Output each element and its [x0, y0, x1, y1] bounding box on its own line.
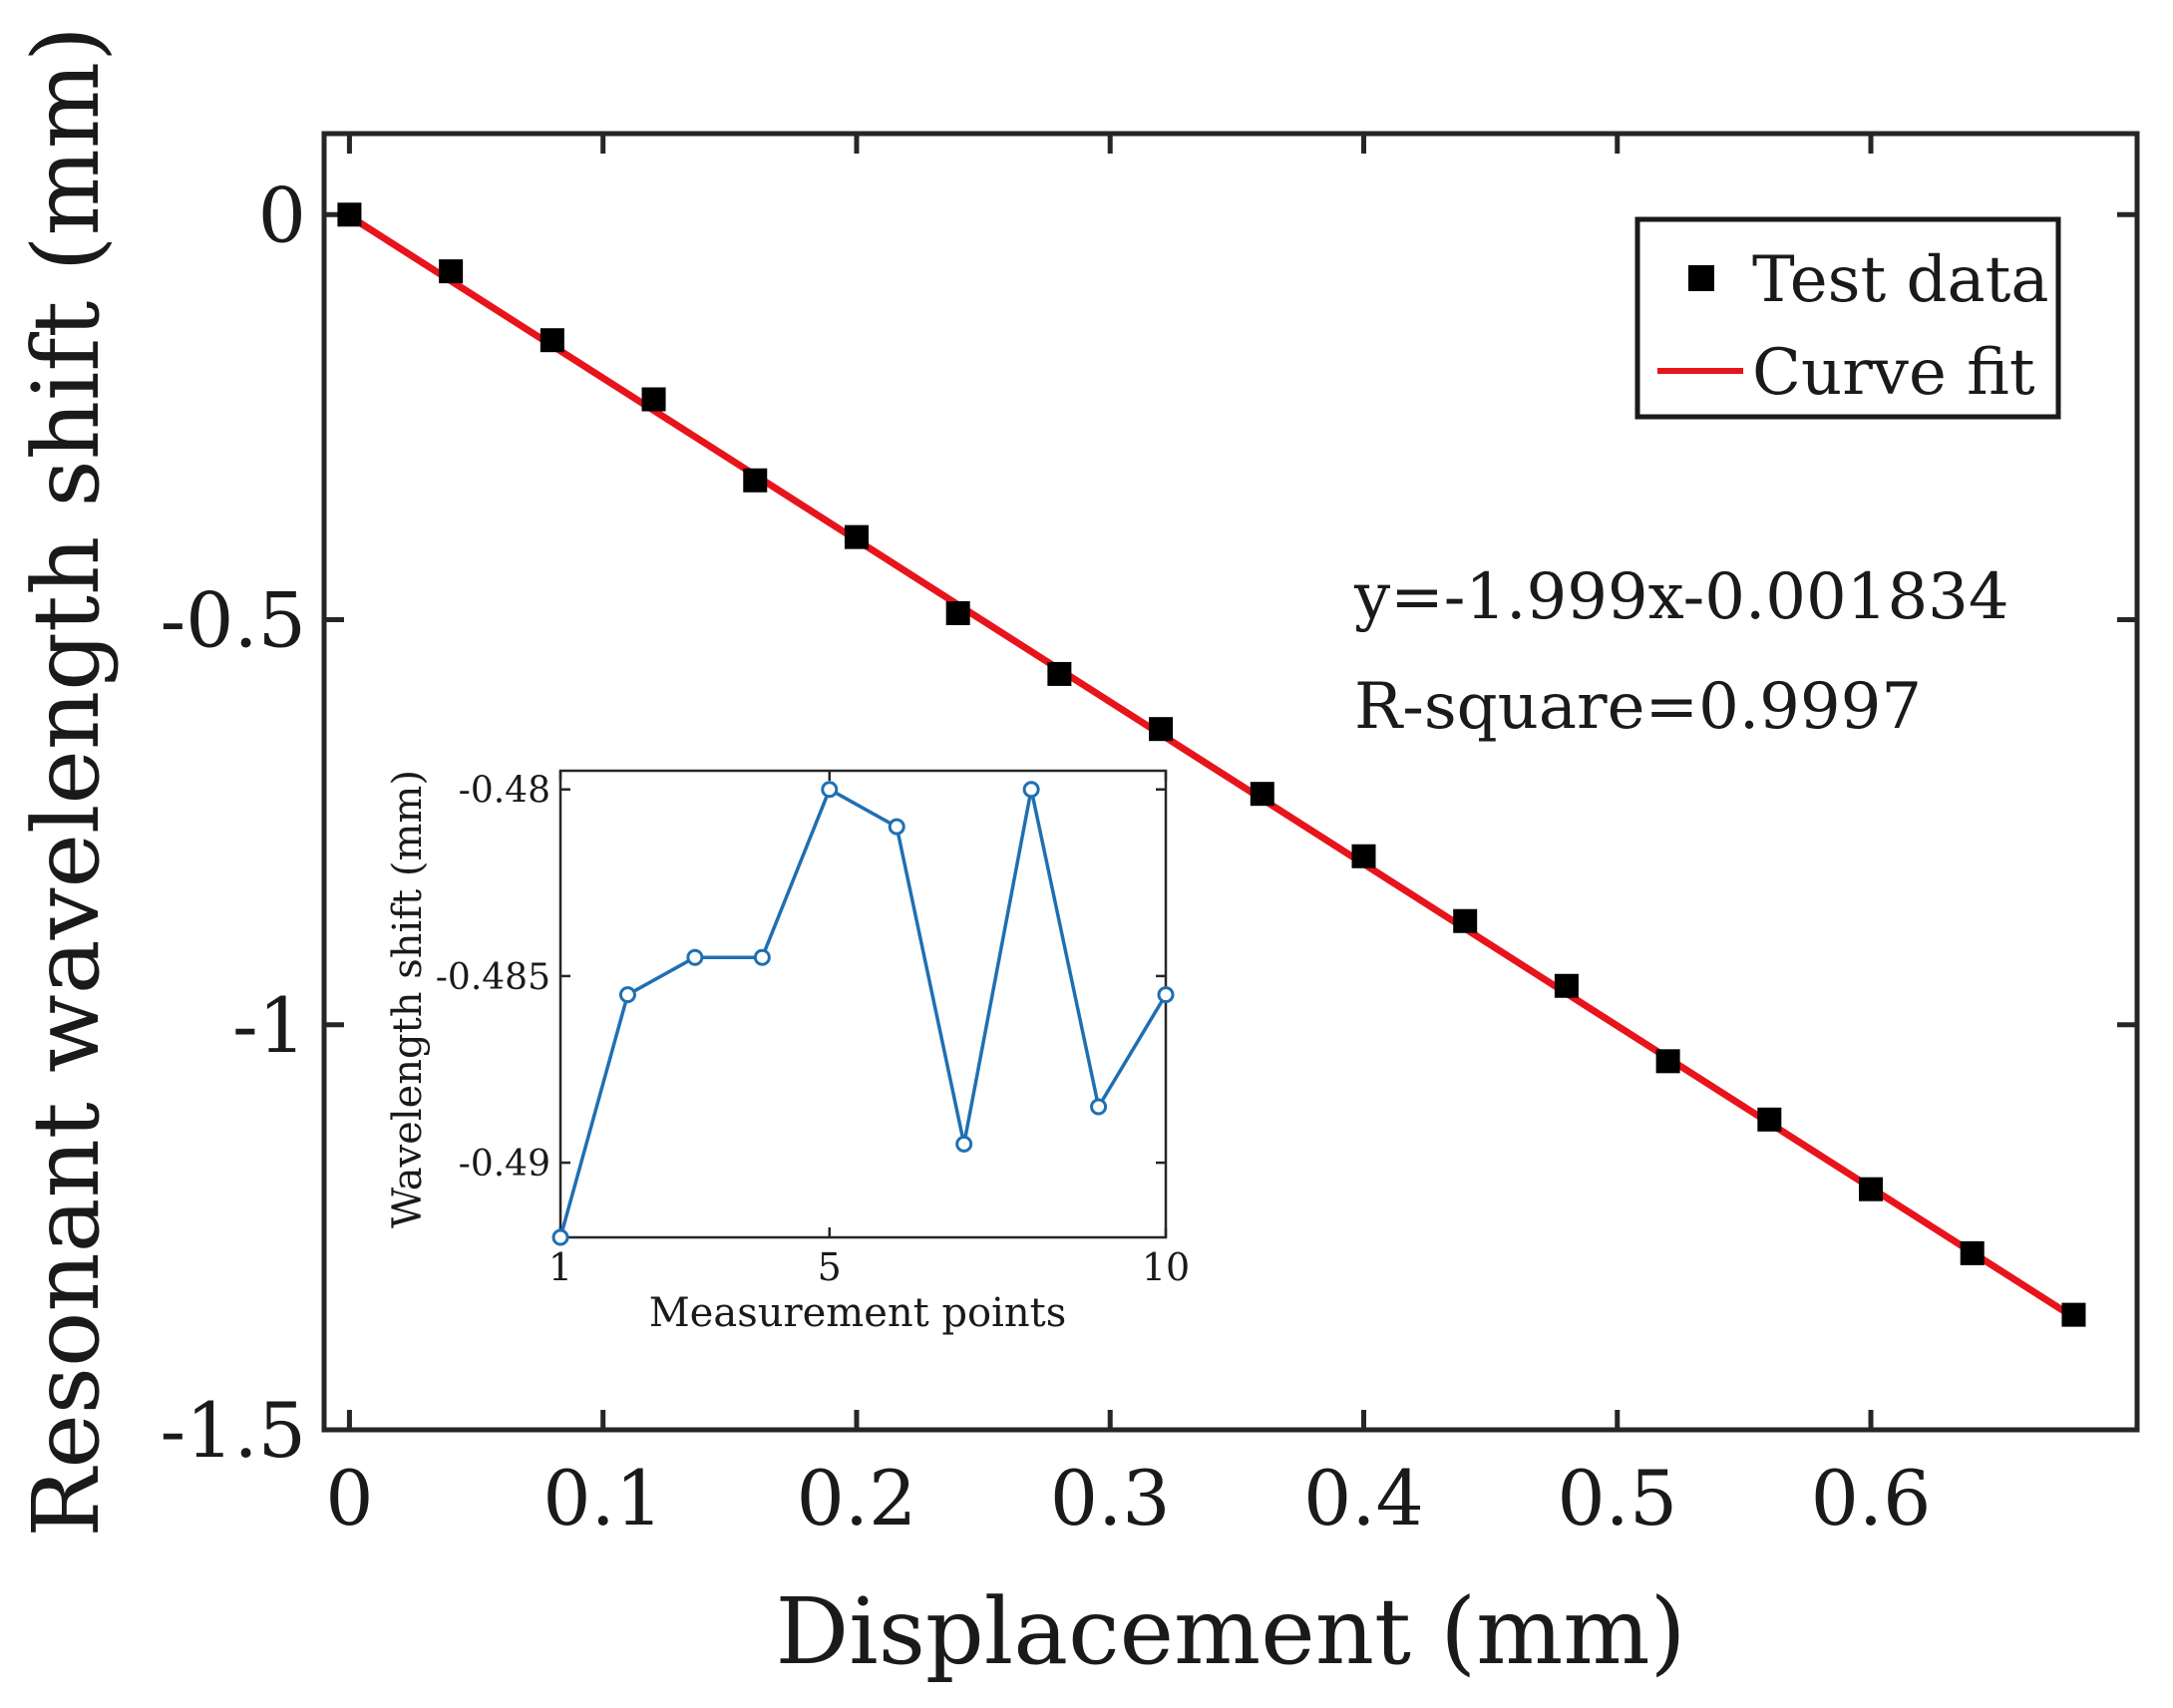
- inset-data-point: [686, 948, 704, 966]
- inset-x-tick-label: 5: [818, 1245, 842, 1289]
- test-data-point: [1655, 1049, 1680, 1074]
- inset-axes-frame: [558, 769, 1168, 1239]
- inset-data-point: [888, 818, 905, 836]
- inset-plot: 1 5 10 -0.48 -0.485 -0.49 Measurement points…: [385, 769, 1190, 1336]
- inset-y-tick-label: -0.48: [459, 771, 550, 812]
- main-x-tick-label: 0.2: [797, 1454, 917, 1542]
- test-data-point: [844, 524, 869, 549]
- inset-data-point: [1090, 1098, 1108, 1116]
- x-axis-label: Displacement (mm): [776, 1578, 1686, 1685]
- main-plot: 0 0.1 0.2 0.3 0.4 0.5 0.6 0 -0.5 -1 -1.5 Displace…: [13, 26, 2140, 1685]
- inset-y-axis-label: Wavelength shift (mm): [385, 770, 431, 1228]
- inset-data-point: [618, 986, 636, 1004]
- legend-label-curve-fit: Curve fit: [1752, 336, 2035, 410]
- test-data-point: [2061, 1302, 2086, 1327]
- inset-x-tick-label: 10: [1142, 1245, 1190, 1289]
- inset-data-point: [551, 1228, 569, 1246]
- main-y-tick-label: -0.5: [160, 576, 306, 665]
- test-data-point: [1757, 1107, 1782, 1132]
- test-data-point: [1554, 973, 1579, 998]
- fit-equation-annotation: y=-1.999x-0.001834: [1353, 560, 2009, 634]
- curve-fit-line: [345, 212, 2077, 1321]
- main-y-tick-label: -1: [232, 981, 306, 1070]
- inset-y-ticks: -0.48 -0.485 -0.49: [436, 771, 1166, 1185]
- inset-x-tick-label: 1: [548, 1245, 572, 1289]
- test-data-point: [540, 328, 564, 353]
- test-data-point: [641, 387, 666, 412]
- main-y-tick-label: 0: [258, 171, 306, 259]
- test-data-point: [439, 259, 464, 284]
- inset-y-tick-label: -0.485: [436, 957, 550, 998]
- main-axes-frame: [321, 131, 2140, 1433]
- test-data-point: [1351, 844, 1376, 868]
- main-y-ticks: 0 -0.5 -1 -1.5: [160, 171, 2137, 1475]
- main-x-ticks: 0 0.1 0.2 0.3 0.4 0.5 0.6: [325, 134, 1931, 1542]
- inset-series-line: [558, 787, 1168, 1238]
- test-data-point: [1047, 661, 1072, 686]
- test-data-point: [337, 202, 362, 227]
- inset-y-tick-label: -0.49: [459, 1144, 550, 1185]
- legend-box: [1634, 216, 2061, 420]
- test-data-points: [337, 202, 2086, 1327]
- test-data-point: [1859, 1177, 1884, 1201]
- legend: Test data Curve fit: [1634, 216, 2061, 420]
- main-x-tick-label: 0.1: [543, 1454, 663, 1542]
- inset-data-point: [753, 948, 771, 966]
- test-data-point: [1453, 908, 1478, 933]
- test-data-point: [743, 468, 768, 493]
- test-data-point: [1250, 782, 1274, 807]
- main-x-tick-label: 0.6: [1811, 1454, 1932, 1542]
- fit-line-group: [345, 212, 2077, 1321]
- r-square-annotation: R-square=0.9997: [1354, 670, 1922, 744]
- main-x-tick-label: 0.5: [1557, 1454, 1677, 1542]
- test-data-point: [945, 601, 970, 625]
- main-x-tick-label: 0.4: [1303, 1454, 1424, 1542]
- inset-series: [551, 781, 1175, 1246]
- main-x-tick-label: 0: [325, 1454, 373, 1542]
- inset-data-point: [1022, 781, 1040, 799]
- legend-marker-test-data: [1688, 265, 1714, 291]
- inset-data-point: [821, 781, 839, 799]
- legend-label-test-data: Test data: [1752, 243, 2049, 317]
- inset-x-axis-label: Measurement points: [649, 1290, 1067, 1336]
- y-axis-label: Resonant wavelength shift (mm): [13, 26, 120, 1537]
- inset-data-point: [1157, 986, 1175, 1004]
- test-data-point: [1960, 1240, 1985, 1265]
- main-y-tick-label: -1.5: [160, 1386, 306, 1475]
- inset-data-point: [955, 1135, 973, 1153]
- test-data-point: [1149, 717, 1174, 742]
- main-x-tick-label: 0.3: [1050, 1454, 1171, 1542]
